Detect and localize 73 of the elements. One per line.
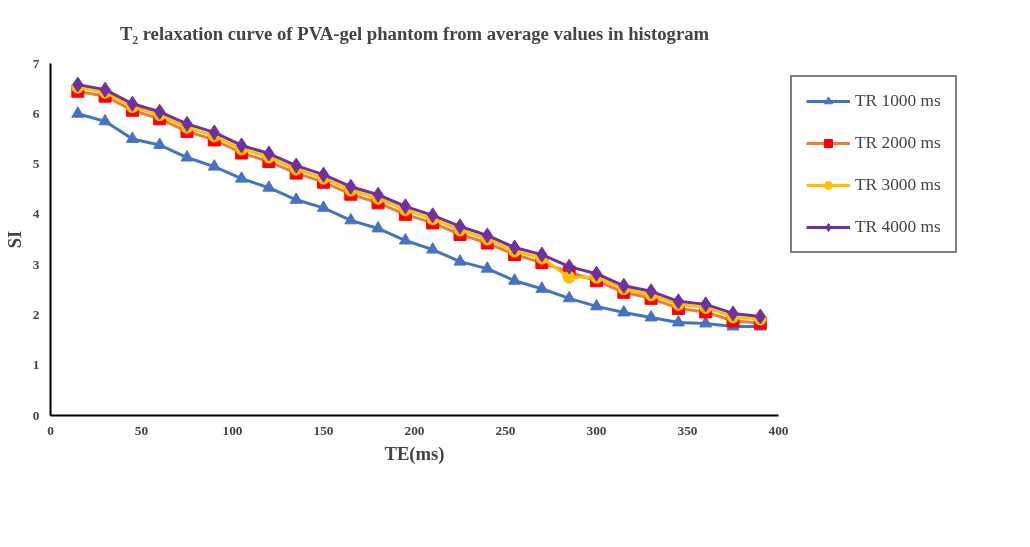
point — [645, 283, 657, 300]
point — [427, 207, 439, 224]
point — [562, 270, 576, 284]
x-tick-label: 100 — [222, 422, 243, 438]
y-tick-label: 4 — [32, 206, 40, 222]
point — [535, 281, 549, 293]
point — [754, 308, 766, 325]
point — [426, 242, 440, 254]
point — [289, 192, 303, 204]
x-tick-label: 300 — [586, 422, 607, 438]
point — [617, 304, 631, 317]
point — [372, 186, 384, 203]
point — [98, 113, 112, 126]
point — [644, 310, 658, 322]
point — [399, 198, 411, 215]
x-tick-label: 250 — [495, 422, 516, 438]
x-axis-title: TE(ms) — [384, 442, 445, 465]
point — [590, 298, 603, 311]
point — [99, 81, 111, 98]
y-tick-label: 6 — [32, 105, 40, 121]
y-tick-label: 0 — [32, 407, 40, 423]
point — [480, 261, 494, 273]
x-tick-label: 150 — [313, 422, 334, 438]
y-tick-label: 3 — [32, 256, 40, 272]
point — [154, 103, 166, 120]
point — [180, 150, 194, 162]
point — [72, 76, 84, 93]
legend-label: TR 3000 ms — [855, 175, 941, 195]
legend-label: TR 2000 ms — [855, 133, 941, 153]
point — [208, 124, 220, 141]
point — [618, 277, 630, 294]
point — [126, 95, 138, 112]
point — [699, 316, 713, 328]
point — [235, 171, 249, 183]
x-tick-label: 200 — [404, 422, 425, 438]
y-axis-title: SI — [3, 230, 25, 249]
point — [344, 212, 358, 225]
y-tick-label: 1 — [32, 357, 40, 373]
point — [290, 157, 302, 174]
y-tick-label: 5 — [32, 156, 40, 172]
point — [317, 200, 330, 212]
x-tick-label: 0 — [47, 422, 55, 438]
y-tick-label: 7 — [32, 55, 40, 71]
point — [262, 180, 276, 192]
point — [398, 233, 412, 245]
y-tick-label: 2 — [32, 306, 40, 322]
point — [727, 305, 739, 322]
point — [671, 315, 685, 327]
point — [454, 218, 466, 235]
point — [153, 137, 167, 149]
point — [509, 239, 521, 256]
x-tick-label: 50 — [134, 422, 149, 438]
x-tick-label: 350 — [677, 422, 698, 438]
point — [481, 227, 493, 244]
legend-label: TR 4000 ms — [855, 217, 941, 237]
point — [345, 178, 357, 195]
point — [508, 273, 522, 285]
chart-title: T₂ relaxation curve of PVA-gel phantom from average values in histogram — [119, 22, 710, 44]
point — [453, 254, 467, 266]
point — [672, 293, 684, 310]
point — [563, 258, 575, 275]
point — [371, 221, 385, 233]
point — [263, 145, 275, 162]
point — [125, 131, 139, 143]
point — [181, 115, 193, 132]
point — [71, 106, 85, 118]
point — [236, 137, 248, 154]
point — [207, 159, 221, 171]
point — [562, 290, 576, 303]
x-tick-label: 400 — [768, 422, 789, 438]
legend-label: TR 1000 ms — [855, 91, 941, 111]
point — [536, 246, 548, 263]
point — [700, 296, 712, 313]
